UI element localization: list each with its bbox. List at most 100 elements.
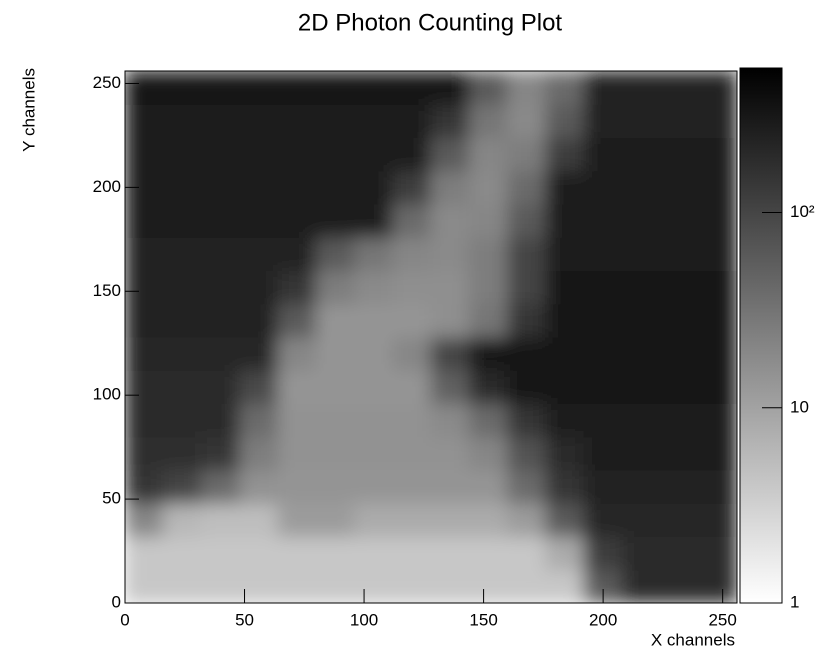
heatmap-cell — [621, 336, 661, 371]
heatmap-cell — [277, 236, 317, 271]
heatmap-cells — [125, 71, 737, 603]
heatmap-cell — [621, 137, 661, 172]
heatmap-cell — [315, 103, 355, 138]
heatmap-cell — [468, 203, 508, 238]
x-tick-label: 50 — [235, 610, 254, 629]
heatmap-cell — [354, 336, 394, 371]
heatmap-cell — [277, 336, 317, 371]
heatmap-cell — [315, 270, 355, 305]
heatmap-cell — [277, 103, 317, 138]
heatmap-cell — [277, 502, 317, 537]
heatmap-cell — [125, 569, 164, 603]
heatmap-cell — [660, 137, 700, 172]
heatmap-cell — [621, 270, 661, 305]
heatmap-cell — [239, 403, 279, 438]
heatmap-cell — [201, 270, 241, 305]
heatmap-cell — [507, 170, 547, 205]
heatmap-cell — [430, 71, 470, 105]
heatmap-cell — [125, 71, 164, 105]
heatmap-cell — [354, 71, 394, 105]
heatmap-cell — [545, 236, 585, 271]
heatmap-cell — [277, 469, 317, 504]
heatmap-cell — [621, 236, 661, 271]
heatmap-cell — [698, 536, 737, 571]
heatmap-cell — [468, 569, 508, 603]
heatmap-cell — [545, 436, 585, 471]
chart-title: 2D Photon Counting Plot — [298, 9, 563, 36]
heatmap-cell — [201, 203, 241, 238]
heatmap-cell — [392, 103, 432, 138]
heatmap-cell — [125, 336, 164, 371]
heatmap-cell — [468, 469, 508, 504]
heatmap-cell — [162, 71, 202, 105]
z-tick-label: 10 — [790, 397, 809, 416]
heatmap-cell — [468, 436, 508, 471]
heatmap-cell — [392, 137, 432, 172]
y-tick-label: 150 — [93, 281, 121, 300]
heatmap-cell — [698, 336, 737, 371]
heatmap-cell — [354, 137, 394, 172]
heatmap-cell — [354, 170, 394, 205]
x-tick-label: 200 — [589, 610, 617, 629]
heatmap-cell — [468, 403, 508, 438]
heatmap-cell — [392, 270, 432, 305]
y-tick-label: 250 — [93, 73, 121, 92]
heatmap-cell — [239, 103, 279, 138]
heatmap-cell — [698, 403, 737, 438]
heatmap-cell — [583, 536, 623, 571]
heatmap-cell — [583, 137, 623, 172]
heatmap-cell — [315, 170, 355, 205]
heatmap-cell — [239, 502, 279, 537]
x-axis-title: X channels — [651, 630, 735, 649]
heatmap-cell — [698, 436, 737, 471]
heatmap-cell — [430, 137, 470, 172]
heatmap-cell — [315, 469, 355, 504]
heatmap-cell — [125, 303, 164, 338]
heatmap-cell — [277, 203, 317, 238]
heatmap-cell — [583, 303, 623, 338]
heatmap-cell — [354, 569, 394, 603]
heatmap-cell — [507, 137, 547, 172]
heatmap-cell — [392, 469, 432, 504]
heatmap-cell — [583, 336, 623, 371]
x-tick-label: 100 — [350, 610, 378, 629]
heatmap-cell — [545, 569, 585, 603]
heatmap-cell — [583, 71, 623, 105]
heatmap-cell — [162, 270, 202, 305]
heatmap-cell — [621, 436, 661, 471]
heatmap-cell — [239, 203, 279, 238]
heatmap-cell — [125, 502, 164, 537]
heatmap-cell — [621, 71, 661, 105]
heatmap-cell — [239, 469, 279, 504]
heatmap-cell — [201, 536, 241, 571]
heatmap-cell — [125, 469, 164, 504]
heatmap-cell — [354, 236, 394, 271]
heatmap-cell — [660, 236, 700, 271]
heatmap-cell — [621, 536, 661, 571]
heatmap-cell — [698, 469, 737, 504]
heatmap-cell — [621, 303, 661, 338]
plot-frame — [124, 70, 738, 604]
z-tick-label: 1 — [790, 592, 799, 611]
heatmap-cell — [315, 502, 355, 537]
heatmap-cell — [354, 436, 394, 471]
heatmap-cell — [430, 170, 470, 205]
heatmap-cell — [583, 236, 623, 271]
heatmap-cell — [277, 403, 317, 438]
heatmap-cell — [392, 436, 432, 471]
heatmap-cell — [545, 369, 585, 404]
heatmap-cell — [315, 236, 355, 271]
heatmap-cell — [277, 303, 317, 338]
heatmap-cell — [545, 469, 585, 504]
heatmap-cell — [660, 103, 700, 138]
heatmap-cell — [507, 469, 547, 504]
heatmap-cell — [430, 336, 470, 371]
heatmap-cell — [468, 336, 508, 371]
heatmap-cell — [277, 536, 317, 571]
heatmap-cell — [125, 270, 164, 305]
heatmap-cell — [430, 569, 470, 603]
heatmap-cell — [545, 71, 585, 105]
heatmap-cell — [507, 71, 547, 105]
heatmap-cell — [239, 137, 279, 172]
heatmap-cell — [621, 502, 661, 537]
